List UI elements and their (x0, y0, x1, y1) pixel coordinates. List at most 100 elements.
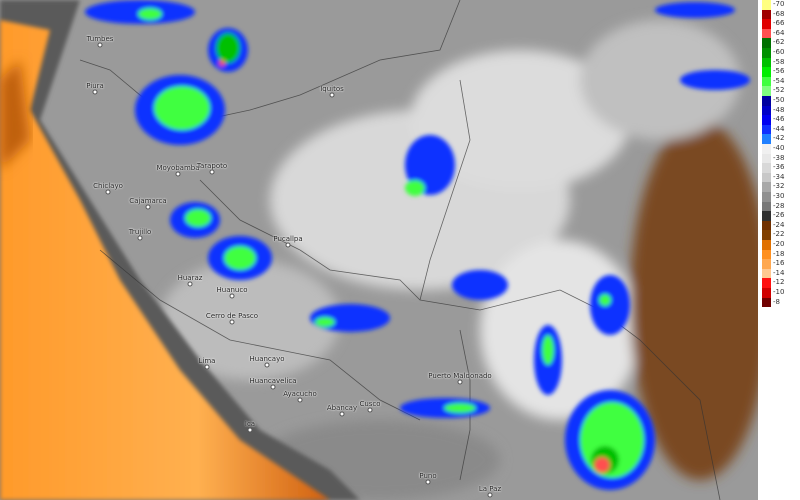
colorbar-label: -68 (773, 9, 785, 18)
city-marker (229, 293, 235, 299)
city-marker (367, 407, 373, 413)
colorbar-label: -12 (773, 278, 785, 287)
city-label: Ayacucho (283, 390, 317, 398)
city-label: Cajamarca (129, 197, 167, 205)
colorbar-swatch (762, 9, 771, 20)
colorbar-label: -30 (773, 192, 785, 200)
colorbar-label: -18 (773, 249, 785, 258)
colorbar-swatch (762, 182, 771, 192)
colorbar-label: -8 (773, 297, 780, 306)
colorbar-label: -34 (773, 172, 785, 181)
colorbar-label: -10 (773, 288, 785, 296)
convective-cells (85, 0, 750, 490)
colorbar-label: -20 (773, 240, 785, 248)
colorbar-label: -46 (773, 115, 785, 124)
city-label: Lima (198, 357, 216, 365)
colorbar-label: -50 (773, 96, 785, 104)
colorbar-label: -54 (773, 76, 785, 85)
colorbar-swatch (762, 220, 771, 231)
colorbar-swatch (762, 240, 771, 250)
colorbar-label: -70 (773, 0, 785, 8)
city-label: Huanuco (216, 286, 248, 294)
city-marker (270, 384, 276, 390)
colorbar-label: -32 (773, 182, 785, 191)
colorbar-label: -38 (773, 153, 785, 162)
city-marker (187, 281, 193, 287)
city-marker (145, 204, 151, 210)
city-marker (487, 492, 493, 498)
city-label: La Paz (478, 485, 502, 493)
city-marker (457, 379, 463, 385)
colorbar-label: -58 (773, 57, 785, 66)
colorbar-swatch (762, 115, 771, 125)
colorbar-swatch (762, 192, 771, 202)
colorbar-swatch (762, 0, 771, 10)
city-label: Chiclayo (93, 182, 123, 190)
colorbar-label: -62 (773, 38, 785, 47)
colorbar-swatch (762, 172, 771, 183)
colorbar-swatch (762, 144, 771, 154)
city-label: Huaraz (177, 274, 203, 282)
city-label: Trujillo (128, 228, 152, 236)
colorbar-label: -56 (773, 67, 785, 76)
city-marker (297, 397, 303, 403)
city-marker (209, 169, 215, 175)
city-marker (339, 411, 345, 417)
city-label: Puno (419, 472, 437, 480)
city-label: Piura (86, 82, 104, 90)
colorbar-label: -28 (773, 201, 785, 210)
colorbar-label: -66 (773, 19, 785, 28)
colorbar-swatch (762, 38, 771, 48)
colorbar-swatch (762, 86, 771, 96)
city-label: Tarapoto (196, 162, 228, 170)
colorbar-label: -42 (773, 134, 785, 143)
city-label: Ica (244, 420, 256, 428)
colorbar-label: -16 (773, 259, 785, 268)
city-marker (229, 319, 235, 325)
colorbar-label: -64 (773, 28, 785, 37)
colorbar-swatch (762, 124, 771, 135)
colorbar-swatch (762, 278, 771, 288)
city-marker (264, 362, 270, 368)
colorbar-label: -52 (773, 86, 785, 95)
colorbar-label: -24 (773, 220, 785, 229)
colorbar-label: -26 (773, 211, 785, 220)
colorbar-swatch (762, 57, 771, 68)
city-label: Moyobamba (156, 164, 200, 172)
colorbar-swatch (762, 28, 771, 39)
colorbar-label: -14 (773, 268, 785, 277)
city-label: Puerto Maldonado (428, 372, 492, 380)
city-marker (175, 171, 181, 177)
city-marker (105, 189, 111, 195)
colorbar-swatch (762, 96, 771, 106)
colorbar-swatch (762, 288, 771, 298)
colorbar-label: -40 (773, 144, 785, 152)
temperature-colorbar: -70 -68 -66 -64 -62 -60 -58 -56 -54 -52 -50 -48 -46-… (760, 0, 800, 500)
city-marker (425, 479, 431, 485)
city-label: Huancayo (249, 355, 285, 363)
city-marker (97, 42, 103, 48)
city-label: Cerro de Pasco (205, 312, 259, 320)
city-marker (204, 364, 210, 370)
city-label: Cusco (359, 400, 381, 408)
colorbar-swatch (762, 134, 771, 144)
colorbar-swatch (762, 163, 771, 173)
colorbar-swatch (762, 259, 771, 269)
colorbar-swatch (762, 249, 771, 260)
colorbar-swatch (762, 297, 771, 308)
colorbar-swatch (762, 268, 771, 279)
colorbar-label: -60 (773, 48, 785, 56)
city-label: Iquitos (320, 85, 344, 93)
city-marker (137, 235, 143, 241)
colorbar-swatch (762, 201, 771, 212)
colorbar-swatch (762, 48, 771, 58)
colorbar-swatch (762, 211, 771, 221)
city-label: Huancavelica (249, 377, 297, 385)
colorbar-label: -44 (773, 124, 785, 133)
city-label: Tumbes (86, 35, 114, 43)
city-marker (92, 89, 98, 95)
infrared-satellite-image (0, 0, 758, 500)
city-label: Pucallpa (273, 235, 303, 243)
colorbar-swatch (762, 230, 771, 240)
